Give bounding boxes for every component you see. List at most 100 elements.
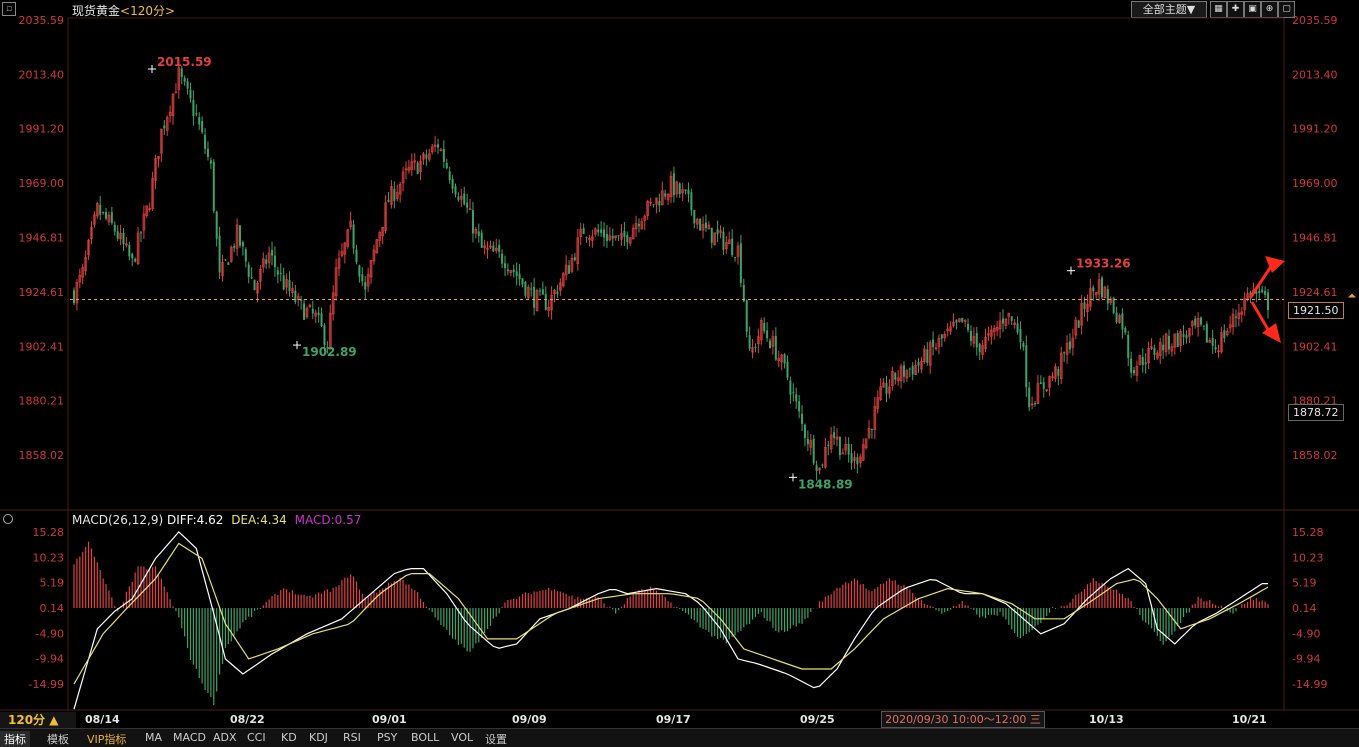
tab-template[interactable]: 模板 <box>47 733 69 746</box>
candle-body <box>885 382 888 394</box>
candle-body <box>564 264 568 276</box>
candle-body <box>401 171 405 184</box>
candle-body <box>282 275 285 290</box>
candle-body <box>1034 403 1037 405</box>
candle-body <box>463 193 466 205</box>
x-axis-label: 09/01 <box>372 713 407 726</box>
candle-body <box>739 243 742 283</box>
tab-boll[interactable]: BOLL <box>411 731 440 744</box>
macd-axis-label-left: 0.14 <box>40 602 65 615</box>
extreme-label: 1902.89 <box>302 345 357 359</box>
candle-body <box>501 253 504 264</box>
candle-body <box>195 113 198 115</box>
candle-body <box>105 212 108 219</box>
candle-body <box>763 323 766 332</box>
tab-macd[interactable]: MACD <box>173 731 206 744</box>
candle-body <box>247 264 250 277</box>
candle-body <box>928 342 932 366</box>
candle-body <box>818 467 821 471</box>
candle-body <box>952 321 955 326</box>
candle-body <box>1202 325 1205 327</box>
candle-body <box>460 195 463 200</box>
candle-body <box>896 377 900 381</box>
candle-body <box>940 334 943 339</box>
candle-body <box>570 257 574 272</box>
candle-body <box>963 320 967 322</box>
candle-body <box>1068 341 1071 350</box>
candle-body <box>1051 376 1054 379</box>
candle-body <box>958 318 961 322</box>
tab-settings[interactable]: 设置 <box>485 733 507 746</box>
candle-body <box>984 337 987 349</box>
candle-body <box>349 220 352 228</box>
candle-body <box>1007 312 1011 317</box>
candle-body <box>908 368 911 370</box>
candle-body <box>1147 348 1150 364</box>
candle-body <box>387 199 390 203</box>
candle-body <box>311 308 314 314</box>
candle-body <box>1127 334 1130 358</box>
candle-body <box>509 270 513 273</box>
candle-body <box>224 259 227 261</box>
tab-adx[interactable]: ADX <box>213 731 237 744</box>
candle-body <box>1217 350 1220 353</box>
candle-body <box>759 319 763 341</box>
candle-body <box>320 313 323 327</box>
candle-body <box>451 179 454 189</box>
candle-body <box>646 200 650 216</box>
tab-kd[interactable]: KD <box>281 731 297 744</box>
tab-kdj[interactable]: KDJ <box>309 731 328 744</box>
candle-body <box>603 229 606 238</box>
candle-body <box>655 197 658 205</box>
candle-body <box>1164 333 1168 352</box>
price-axis-label-left: 2035.59 <box>19 14 65 27</box>
candle-body <box>829 434 833 450</box>
window-restore-icon[interactable]: ▫ <box>2 2 16 16</box>
candle-body <box>553 290 556 295</box>
tab-cci[interactable]: CCI <box>247 731 266 744</box>
indicator-settings-icon[interactable] <box>3 514 13 524</box>
tab-psy[interactable]: PSY <box>377 731 398 744</box>
tab-indicator[interactable]: 指标 <box>0 731 30 747</box>
theme-selector-button[interactable]: 全部主题▼ <box>1131 1 1207 18</box>
candle-body <box>168 111 172 116</box>
candle-body <box>780 354 783 363</box>
candle-body <box>1077 320 1080 328</box>
tab-ma[interactable]: MA <box>145 731 163 744</box>
candle-body <box>1141 357 1144 366</box>
candle-body <box>404 168 408 171</box>
tab-rsi[interactable]: RSI <box>343 731 361 744</box>
candle-body <box>119 232 122 240</box>
candle-body <box>494 247 498 251</box>
candle-body <box>841 452 845 455</box>
candle-body <box>541 289 544 295</box>
candle-body <box>891 370 894 387</box>
tab-vip-indicator[interactable]: VIP指标 <box>87 733 127 746</box>
candle-body <box>943 333 947 339</box>
candle-body <box>693 209 696 224</box>
candle-body <box>824 447 827 468</box>
candle-body <box>675 181 679 195</box>
candle-body <box>346 229 350 247</box>
macd-diff-label: DIFF:4.62 <box>166 513 224 527</box>
candle-body <box>736 245 740 257</box>
zoom-icon[interactable]: ⊕ <box>1261 1 1278 18</box>
candle-body <box>969 330 972 341</box>
candle-body <box>975 333 978 348</box>
window-icon[interactable]: ▢ <box>1278 1 1295 18</box>
candle-body <box>593 228 597 235</box>
candle-body <box>556 291 559 295</box>
period-button[interactable]: 120分 ▲ <box>0 712 76 728</box>
candle-body <box>844 443 848 451</box>
extreme-label: 2015.59 <box>157 55 212 69</box>
candle-body <box>303 303 306 320</box>
price-axis-label-right: 2013.40 <box>1292 68 1338 81</box>
macd-axis-label-left: -9.94 <box>36 653 64 666</box>
candle-body <box>317 312 320 316</box>
candle-body <box>544 293 547 310</box>
tab-vol[interactable]: VOL <box>451 731 474 744</box>
candle-body <box>1208 339 1212 343</box>
candle-body <box>946 328 949 331</box>
candle-body <box>1004 318 1008 326</box>
